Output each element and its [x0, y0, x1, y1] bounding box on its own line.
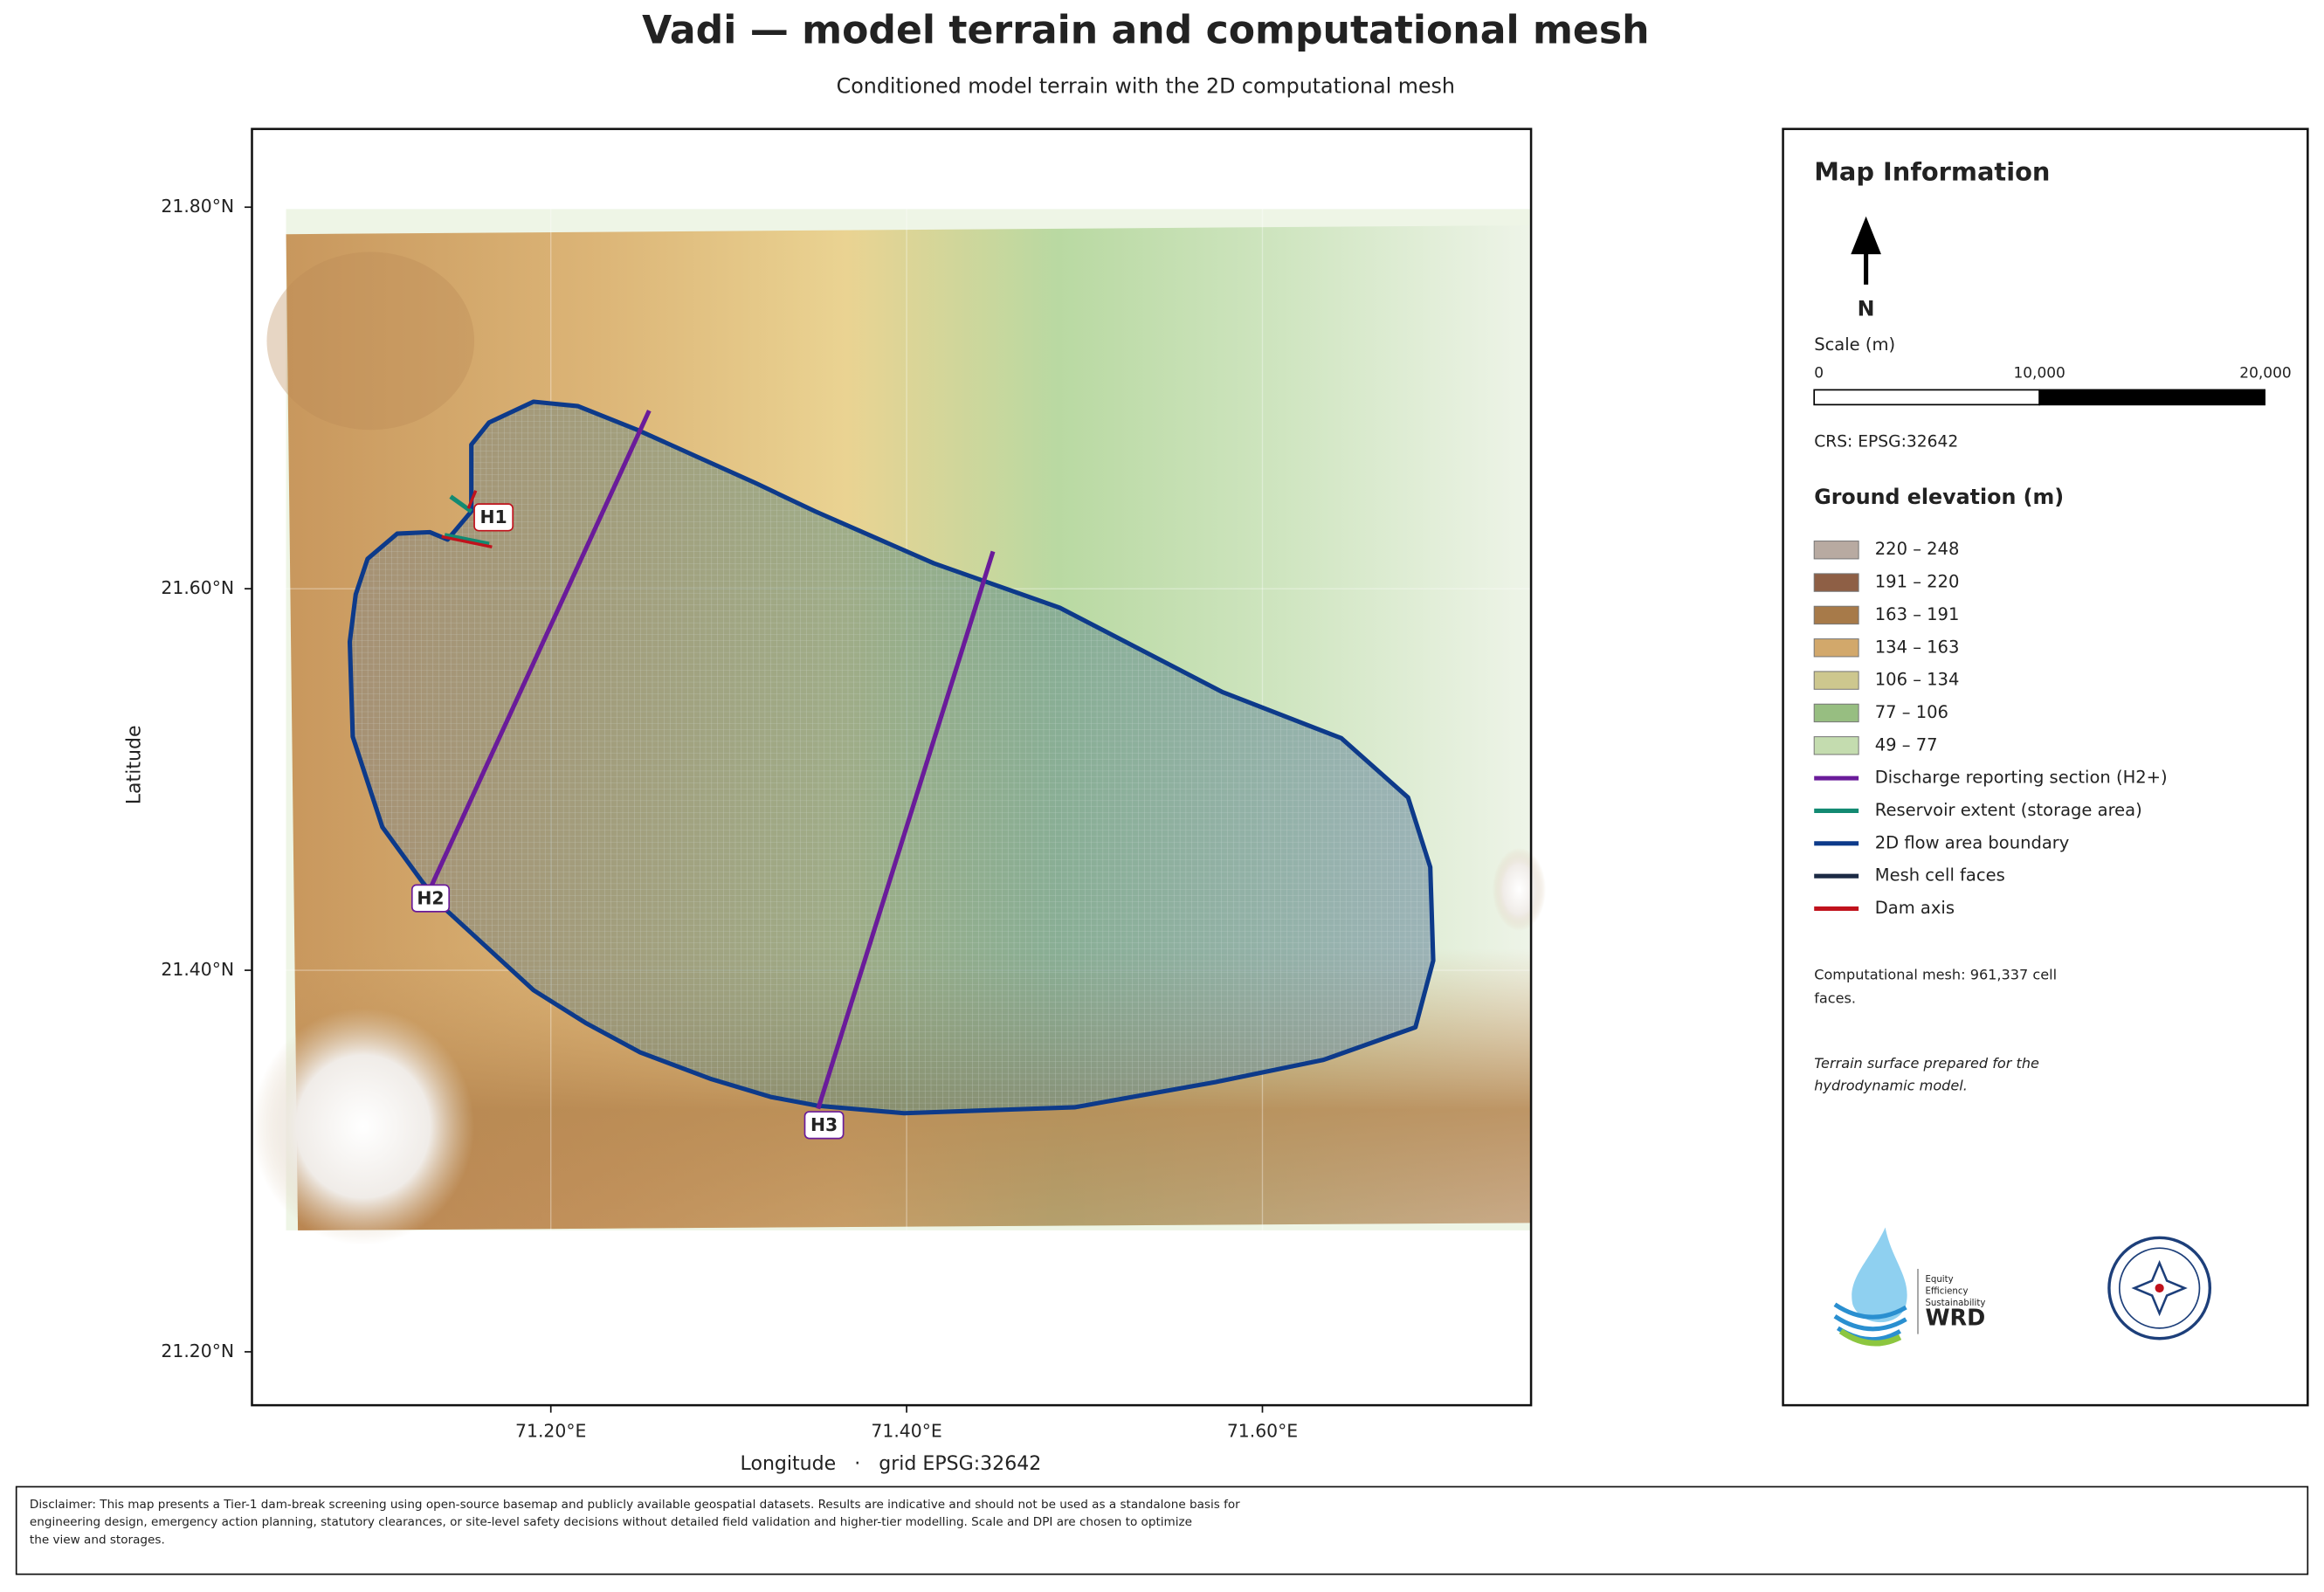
marker-box: [410, 884, 451, 913]
y-tick-label: 21.20°N: [161, 1340, 234, 1361]
legend-patch: [1813, 573, 1859, 592]
scale-label: 10,000: [2013, 365, 2065, 382]
y-tick-label: 21.60°N: [161, 577, 234, 598]
legend-label: Mesh cell faces: [1875, 865, 2005, 886]
legend-label: 2D flow area boundary: [1875, 832, 2070, 852]
terrain-note: hydrodynamic model.: [1814, 1078, 1968, 1094]
terrain-note: Terrain surface prepared for the: [1814, 1055, 2039, 1072]
legend-label: 134 – 163: [1875, 637, 1960, 657]
logo-name: WRD: [1925, 1306, 1985, 1332]
marker-label: H1: [480, 507, 507, 527]
marker-label: H3: [810, 1114, 838, 1135]
legend-patch: [1813, 541, 1859, 560]
section-h2: [427, 410, 652, 891]
legend-label: 163 – 191: [1875, 604, 1960, 624]
north-arrow: [1851, 216, 1881, 285]
disclaimer-line: Disclaimer: This map presents a Tier-1 d…: [30, 1498, 1240, 1512]
legend-panel: Map Information N Scale (m) 0 10,000 20,00…: [1782, 127, 2309, 1407]
marker-box: [803, 1111, 845, 1140]
wrd-logo: Equity Efficiency Sustainability WRD: [1833, 1227, 1985, 1347]
axes: 71.20°E 71.40°E 71.60°E 21.20°N 21.40°N 21.60…: [161, 196, 1298, 1441]
legend-title: Map Information: [1814, 157, 2050, 187]
logo-tagline: Efficiency: [1925, 1286, 1968, 1296]
legend-label: 220 – 248: [1875, 539, 1960, 559]
x-tick-label: 71.40°E: [871, 1421, 941, 1442]
mesh-note: faces.: [1814, 990, 1856, 1007]
x-tick-label: 71.60°E: [1227, 1421, 1298, 1442]
scale-label: 20,000: [2239, 365, 2291, 382]
logo-leaf: [1838, 1328, 1902, 1347]
scale-segment: [2038, 389, 2265, 406]
marker-label: H2: [417, 887, 444, 908]
legend-label: 191 – 220: [1875, 572, 1960, 592]
legend-patch: [1813, 638, 1859, 658]
logo-tagline: Sustainability: [1925, 1299, 1985, 1308]
legend-patch: [1813, 605, 1859, 625]
legend-label: 49 – 77: [1875, 734, 1938, 755]
legend-frame: [1782, 127, 2309, 1407]
x-axis-label: Longitude · grid EPSG:32642: [741, 1453, 1042, 1475]
y-tick-label: 21.40°N: [161, 959, 234, 980]
disclaimer-line: engineering design, emergency action pla…: [30, 1515, 1192, 1529]
map-frame: [251, 127, 1533, 1407]
x-tick-label: 71.20°E: [515, 1421, 586, 1442]
map-panel: H1 H2 H3 71.20°E 71.40°E 71.60°E 21.20°N 21.…: [123, 127, 1547, 1475]
legend-patch: [1813, 703, 1859, 723]
logo-tagline: Equity: [1925, 1275, 1953, 1285]
flow-area-boundary: [347, 399, 1436, 1116]
logo-drop: [1852, 1227, 1907, 1323]
section-h3: [816, 550, 996, 1110]
ridge: [266, 252, 475, 431]
marker-box: [473, 503, 514, 532]
crs: CRS: EPSG:32642: [1814, 432, 1958, 451]
elevation-title: Ground elevation (m): [1814, 485, 2064, 509]
scale-title: Scale (m): [1814, 334, 1895, 355]
scale-segment: [1813, 389, 2041, 406]
marker-h2: H2: [410, 884, 451, 913]
legend-label: 77 – 106: [1875, 702, 1948, 722]
seal-logo: [2107, 1236, 2212, 1340]
disclaimer: Disclaimer: This map presents a Tier-1 d…: [15, 1485, 2309, 1575]
scale-bar: 0 10,000 20,000: [1813, 365, 2292, 406]
legend-label: Dam axis: [1875, 898, 1955, 918]
seal-inner: [2118, 1247, 2201, 1329]
y-tick-label: 21.80°N: [161, 196, 234, 217]
disclaimer-line: the view and storages.: [30, 1533, 165, 1547]
legend-items: 220 – 248 191 – 220 163 – 191 134 – 163 106 …: [1813, 539, 2168, 918]
marker-h3: H3: [803, 1111, 845, 1140]
marker-h1: H1: [473, 503, 514, 532]
dam-axis: [441, 490, 493, 549]
mesh-note: Computational mesh: 961,337 cell: [1814, 966, 2057, 982]
north-label: N: [1858, 296, 1875, 320]
legend-label: Discharge reporting section (H2+): [1875, 768, 2168, 788]
subtitle: Conditioned model terrain with the 2D co…: [837, 74, 1455, 99]
legend-label: Reservoir extent (storage area): [1875, 800, 2142, 820]
hills: [252, 1008, 475, 1245]
seal-star: [2131, 1259, 2188, 1317]
reservoir-extent: [444, 494, 490, 547]
hills: [1492, 847, 1547, 931]
title: Vadi — model terrain and computational m…: [642, 8, 1649, 52]
legend-label: 106 – 134: [1875, 670, 1960, 690]
seal-center: [2155, 1283, 2164, 1293]
y-axis-label: Latitude: [123, 725, 145, 804]
legend-patch: [1813, 671, 1859, 690]
scale-label: 0: [1814, 365, 1824, 382]
legend-patch: [1813, 736, 1859, 755]
disclaimer-frame: [15, 1485, 2309, 1575]
